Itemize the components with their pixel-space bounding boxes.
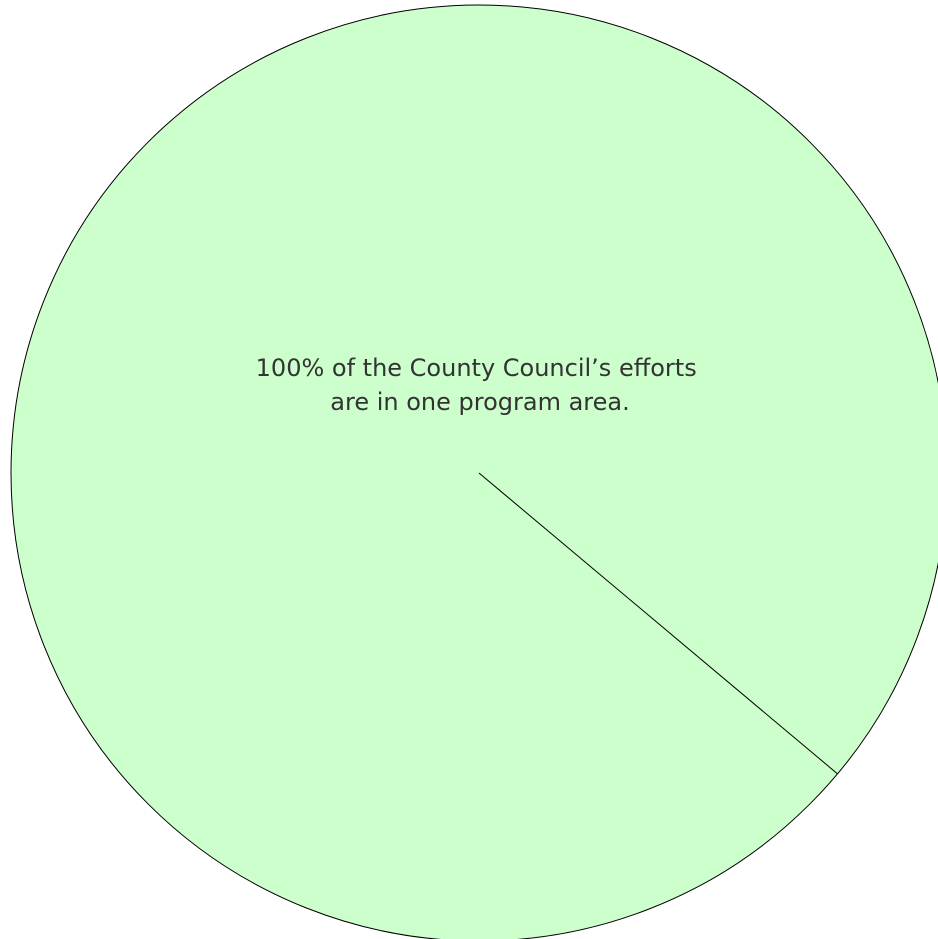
pie-slice-0 <box>10 4 938 939</box>
annotation-line-1: 100% of the County Council’s efforts <box>256 354 697 382</box>
annotation-line-2: are in one program area. <box>330 388 629 416</box>
chart-annotation: 100% of the County Council’s efforts are… <box>256 354 705 416</box>
pie-slices <box>10 4 938 939</box>
slice-boundary-line <box>478 472 838 775</box>
